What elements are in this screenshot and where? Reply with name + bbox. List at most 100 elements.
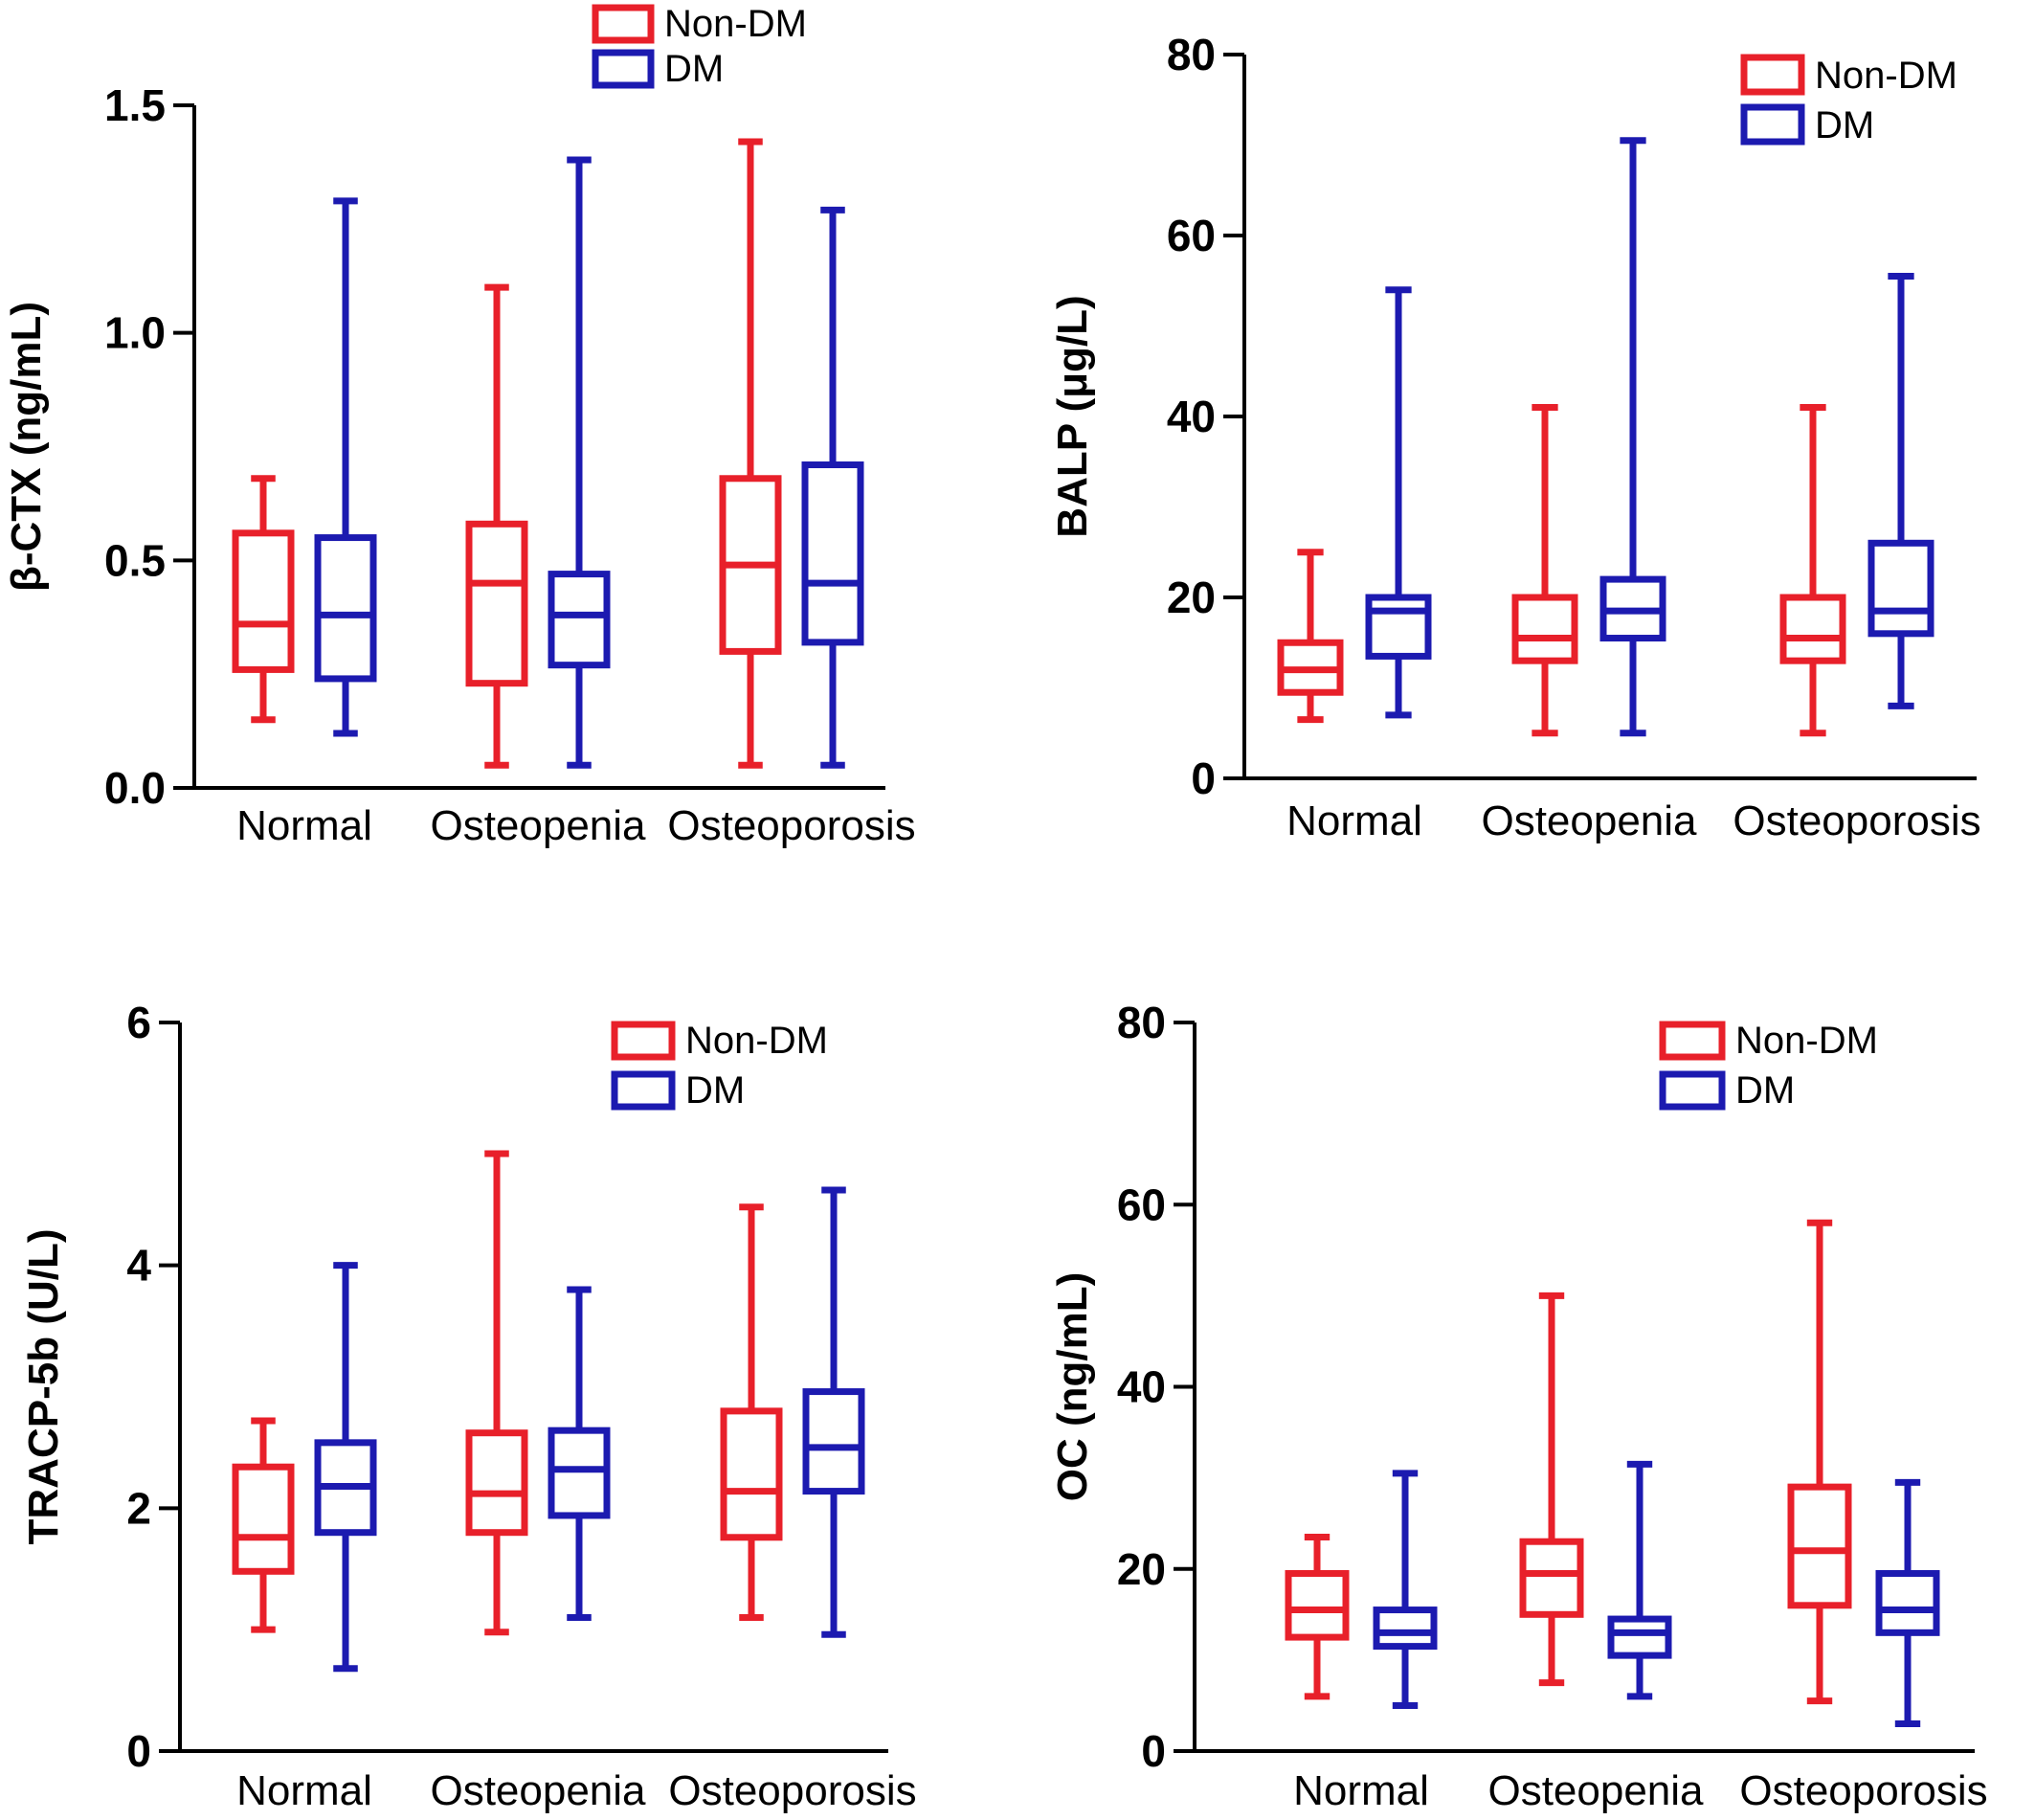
x-category-label: Osteopenia — [1481, 798, 1697, 844]
legend-dm-label: DM — [1815, 104, 1874, 146]
non-dm-box-normal — [232, 1417, 295, 1633]
y-axis-title: β-CTX (ng/mL) — [3, 302, 50, 592]
dm-box-osteoporosis — [801, 206, 864, 769]
x-category-label: Normal — [1286, 798, 1422, 844]
chart-panel-1: 0.0 0.5 1.0 1.5 β-CTX (ng/mL) Normal Osteopeni… — [3, 3, 916, 849]
iqr-box — [1787, 1483, 1852, 1609]
y-tick-label: 0.5 — [104, 535, 166, 585]
non-dm-box-normal — [1285, 1533, 1350, 1700]
x-category-label: Osteopenia — [430, 802, 646, 849]
non-dm-box-osteopenia — [1519, 1292, 1584, 1687]
non-dm-box-normal — [232, 475, 295, 724]
legend-non-dm-label: Non-DM — [664, 3, 807, 45]
iqr-box — [465, 520, 528, 687]
legend-dm-swatch — [592, 49, 655, 89]
legend-non-dm-swatch — [611, 1021, 676, 1061]
legend-non-dm-label: Non-DM — [1735, 1020, 1878, 1062]
dm-box-osteopenia — [1607, 1460, 1672, 1700]
y-tick-label: 4 — [126, 1241, 151, 1291]
legend-dm-swatch — [1740, 103, 1805, 146]
non-dm-box-osteoporosis — [1779, 404, 1846, 737]
legend-non-dm-swatch — [1740, 54, 1805, 96]
legend-dm-label: DM — [685, 1069, 745, 1112]
iqr-box — [1779, 594, 1846, 664]
y-tick-label: 20 — [1117, 1544, 1166, 1594]
y-tick-label: 0 — [1141, 1726, 1166, 1776]
iqr-box — [1373, 1607, 1438, 1651]
dm-box-osteopenia — [548, 1286, 611, 1621]
legend-non-dm-label: Non-DM — [685, 1020, 828, 1062]
y-tick-label: 40 — [1167, 392, 1216, 441]
y-tick-label: 80 — [1117, 998, 1166, 1047]
x-category-label: Osteoporosis — [1733, 798, 1980, 844]
x-category-label: Osteopenia — [1487, 1767, 1704, 1814]
y-tick-label: 1.0 — [104, 308, 166, 358]
legend-non-dm-swatch — [592, 4, 655, 44]
legend-dm-label: DM — [664, 48, 724, 90]
dm-box-normal — [1373, 1470, 1438, 1709]
legend-dm-swatch — [1659, 1070, 1726, 1111]
y-tick-label: 60 — [1167, 211, 1216, 260]
y-tick-label: 20 — [1167, 573, 1216, 622]
x-category-label: Osteoporosis — [1739, 1767, 1987, 1814]
legend: Non-DM DM — [1659, 1020, 1878, 1112]
x-category-label: Osteoporosis — [667, 802, 915, 849]
legend: Non-DM DM — [611, 1020, 828, 1112]
iqr-box — [720, 1407, 783, 1541]
iqr-box — [1365, 594, 1432, 660]
x-category-label: Normal — [236, 1767, 372, 1814]
y-axis-title: BALP (μg/L) — [1049, 295, 1096, 537]
legend-non-dm-swatch — [1659, 1021, 1726, 1061]
iqr-box — [802, 1388, 865, 1495]
y-tick-label: 80 — [1167, 30, 1216, 79]
iqr-box — [465, 1429, 528, 1537]
non-dm-box-osteopenia — [465, 1150, 528, 1636]
x-category-label: Normal — [236, 802, 372, 849]
chart-panel-2: 0 20 40 60 80 BALP (μg/L) Normal Osteopenia Oste… — [1049, 30, 1981, 844]
y-tick-label: 0 — [1191, 753, 1216, 803]
iqr-box — [1511, 594, 1578, 664]
non-dm-box-osteoporosis — [1787, 1219, 1852, 1705]
y-tick-label: 6 — [126, 998, 151, 1047]
iqr-box — [1519, 1538, 1584, 1618]
dm-box-osteopenia — [1599, 137, 1666, 737]
iqr-box — [1285, 1570, 1350, 1641]
y-tick-label: 0.0 — [104, 763, 166, 813]
y-tick-label: 0 — [126, 1726, 151, 1776]
dm-box-normal — [314, 197, 377, 737]
iqr-box — [1867, 539, 1934, 638]
x-category-label: Osteopenia — [430, 1767, 646, 1814]
iqr-box — [548, 1427, 611, 1519]
dm-box-normal — [314, 1262, 377, 1673]
x-category-label: Normal — [1293, 1767, 1429, 1814]
legend-dm-label: DM — [1735, 1069, 1795, 1112]
non-dm-box-osteoporosis — [720, 1203, 783, 1621]
dm-box-osteoporosis — [802, 1186, 865, 1638]
non-dm-box-osteoporosis — [719, 138, 782, 769]
legend-dm-swatch — [611, 1070, 676, 1111]
dm-box-osteoporosis — [1875, 1478, 1940, 1727]
legend: Non-DM DM — [1740, 54, 1957, 146]
iqr-box — [1875, 1570, 1940, 1636]
non-dm-box-osteopenia — [1511, 404, 1578, 737]
y-tick-label: 2 — [126, 1483, 151, 1533]
non-dm-box-normal — [1277, 549, 1344, 724]
iqr-box — [232, 529, 295, 673]
iqr-box — [232, 1463, 295, 1575]
dm-box-osteoporosis — [1867, 273, 1934, 709]
non-dm-box-osteopenia — [465, 283, 528, 769]
dm-box-normal — [1365, 286, 1432, 719]
chart-panel-4: 0 20 40 60 80 OC (ng/mL) Normal Osteopenia Osteo… — [1049, 998, 1988, 1814]
x-category-label: Osteoporosis — [668, 1767, 916, 1814]
iqr-box — [314, 534, 377, 683]
iqr-box — [801, 461, 864, 646]
chart-panel-3: 0 2 4 6 TRACP-5b (U/L) Normal Osteopenia Osteop… — [20, 998, 917, 1814]
legend-non-dm-label: Non-DM — [1815, 55, 1957, 97]
dm-box-osteopenia — [548, 156, 611, 769]
y-tick-label: 40 — [1117, 1362, 1166, 1412]
y-tick-label: 1.5 — [104, 80, 166, 130]
y-axis-title: TRACP-5b (U/L) — [20, 1229, 67, 1545]
iqr-box — [1607, 1615, 1672, 1659]
